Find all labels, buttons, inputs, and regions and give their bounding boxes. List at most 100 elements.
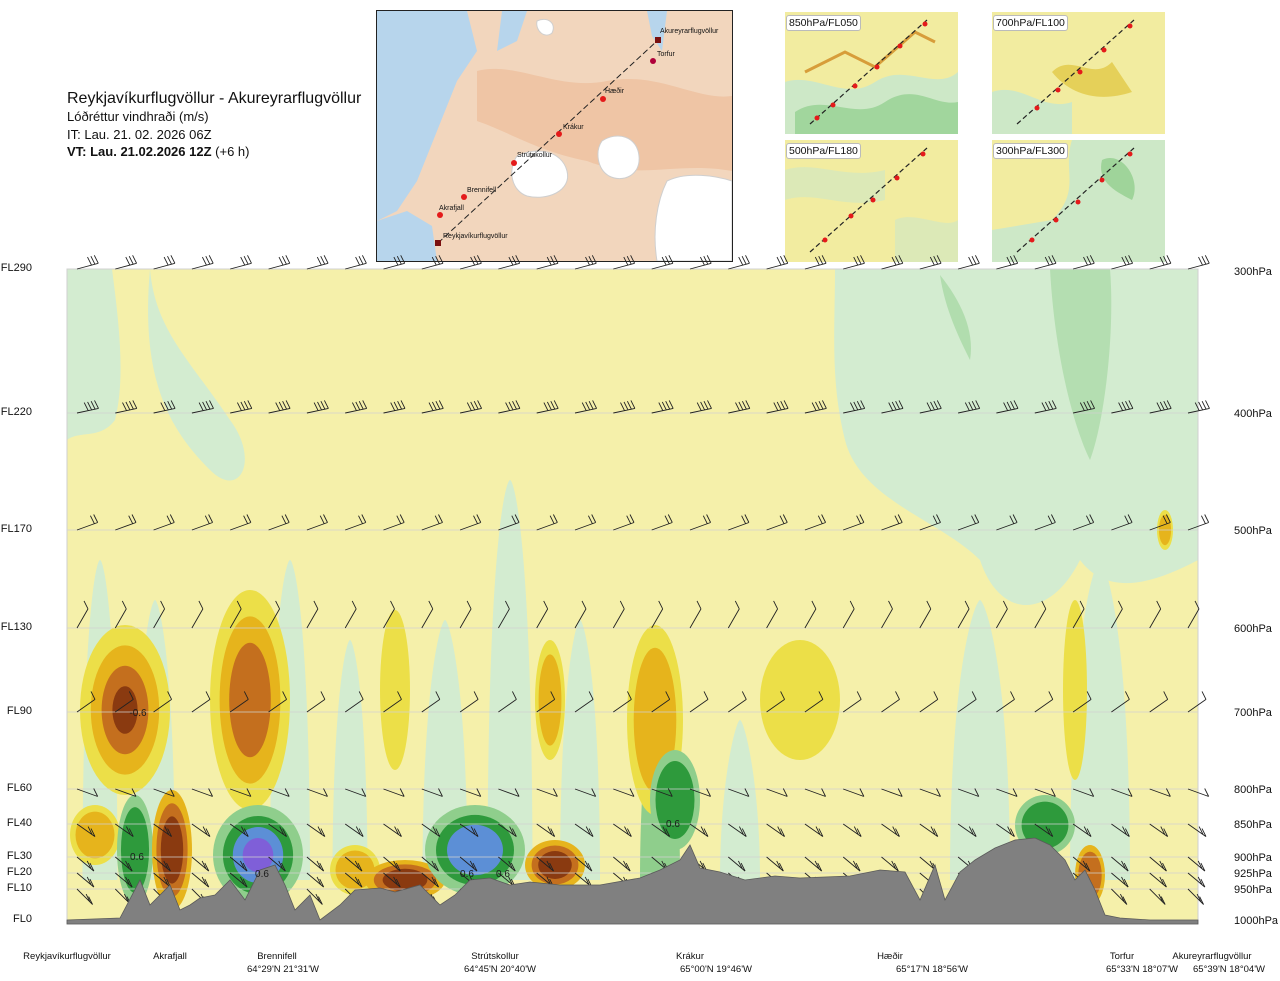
- flight-level-label: FL0: [13, 913, 32, 925]
- ascent-column-8: [720, 720, 760, 880]
- barb-row-5: [76, 788, 1210, 797]
- lowlevel-cell-4-1: [335, 850, 375, 890]
- lowlevel-cell-1-1: [120, 807, 150, 893]
- route-title: Reykjavíkurflugvöllur - Akureyrarflugvöl…: [67, 90, 362, 107]
- descent-lobe-1-2: [229, 642, 271, 758]
- place-coordinate: 64°45'N 20°40'W: [464, 964, 536, 975]
- contour-labels: -0.6 0.6 0.6 0.6 0.6 0.6: [129, 708, 680, 880]
- panel-700-label: 700hPa/FL100: [993, 15, 1068, 31]
- place-label: Torfur: [1109, 951, 1135, 962]
- panel-850-label: 850hPa/FL050: [786, 15, 861, 31]
- pressure-level-label: 1000hPa: [1234, 915, 1279, 927]
- ascent-column-10: [1070, 560, 1130, 880]
- ascent-upper-left: [67, 269, 121, 440]
- contour-label-5: 0.6: [666, 819, 680, 830]
- valid-time: VT: Lau. 21.02.2026 12Z (+6 h): [67, 144, 249, 159]
- contour-label-3: 0.6: [460, 869, 474, 880]
- pressure-level-label: 950hPa: [1234, 884, 1272, 896]
- route-map: Akureyrarflugvöllur Torfur Hæðir Krákur …: [376, 10, 733, 262]
- flight-level-label: FL130: [0, 621, 32, 633]
- flight-level-label: FL30: [6, 850, 32, 862]
- terrain-profile: [66, 837, 1199, 925]
- plot-top: [0, 0, 1280, 269]
- place-coordinate: 65°17'N 18°56'W: [896, 964, 968, 975]
- panel-500: 500hPa/FL180: [785, 140, 958, 262]
- descent-lobe-3-1: [538, 654, 562, 746]
- map-waypoint-7: Reykjavíkurflugvöllur: [443, 233, 508, 240]
- lead-time: (+6 h): [215, 144, 250, 159]
- place-label: Akureyrarflugvöllur: [1172, 951, 1252, 962]
- flight-level-label: FL60: [6, 782, 32, 794]
- map-waypoint-6: Akrafjall: [439, 205, 464, 212]
- panel-300: 300hPa/FL300: [992, 140, 1165, 262]
- place-label: Akrafjall: [153, 951, 187, 962]
- ascent-column-3: [332, 640, 368, 880]
- pressure-level-label: 700hPa: [1234, 707, 1272, 719]
- pressure-level-label: 925hPa: [1234, 868, 1272, 880]
- barb-row-0: [76, 255, 1210, 270]
- map-waypoint-3: Krákur: [563, 124, 584, 131]
- pressure-level-label: 850hPa: [1234, 819, 1272, 831]
- map-waypoint-0: Akureyrarflugvöllur: [660, 28, 719, 35]
- pressure-level-label: 600hPa: [1234, 623, 1272, 635]
- map-waypoint-1: Torfur: [657, 51, 675, 58]
- pressure-level-label: 400hPa: [1234, 408, 1272, 420]
- flight-level-label: FL220: [0, 406, 32, 418]
- map-waypoint-4: Strútskollur: [517, 152, 553, 159]
- flight-level-label: FL90: [6, 705, 32, 717]
- lowlevel-cell-0-1: [75, 811, 115, 859]
- barb-row-3: [76, 600, 1200, 629]
- barb-row-6: [76, 823, 1207, 837]
- valid-time-value: VT: Lau. 21.02.2026 12Z: [67, 144, 212, 159]
- pressure-level-label: 800hPa: [1234, 784, 1272, 796]
- map-waypoint-2: Hæðir: [605, 88, 625, 95]
- ascent-column-9: [950, 600, 1010, 880]
- lowlevel-cell-9-1: [1021, 801, 1069, 849]
- contour-label-0: -0.6: [129, 708, 147, 719]
- vertical-velocity-field: [0, 0, 1280, 925]
- place-label: Brennifell: [257, 951, 297, 962]
- ascent-column-5: [487, 480, 533, 880]
- map-waypoint-5: Brennifell: [467, 187, 497, 194]
- pressure-level-label: 500hPa: [1234, 525, 1272, 537]
- flight-level-label: FL20: [6, 866, 32, 878]
- place-coordinate: 64°29'N 21°31'W: [247, 964, 319, 975]
- ascent-upper-right-core2: [940, 275, 971, 360]
- contour-label-1: 0.6: [130, 852, 144, 863]
- descent-lobe-2-0: [380, 610, 410, 770]
- barb-row-1: [76, 400, 1210, 414]
- panel-500-label: 500hPa/FL180: [786, 143, 861, 159]
- terrain-area: [66, 837, 1199, 925]
- barb-row-4: [76, 691, 1207, 713]
- ascent-upper-right: [834, 269, 1198, 605]
- lowlevel-cell-6-2: [447, 824, 503, 876]
- barb-row-2: [76, 514, 1210, 531]
- panel-300-label: 300hPa/FL300: [993, 143, 1068, 159]
- ascent-column-6: [560, 620, 600, 880]
- place-label: Reykjavíkurflugvöllur: [23, 951, 111, 962]
- place-coordinate: 65°39'N 18°04'W: [1193, 964, 1265, 975]
- lowlevel-cell-3-3: [242, 838, 274, 872]
- pressure-level-label: 300hPa: [1234, 266, 1272, 278]
- parameter-label: Lóðréttur vindhraði (m/s): [67, 109, 209, 124]
- lowlevel-cell-2-2: [160, 816, 184, 884]
- descent-lobe-6-0: [1063, 600, 1087, 780]
- ascent-upper-right-core: [1050, 269, 1112, 460]
- place-label: Krákur: [676, 951, 704, 962]
- map-waypoint-markers: [435, 37, 661, 246]
- descent-lobe-0-3: [112, 686, 138, 734]
- panel-850: 850hPa/FL050: [785, 12, 958, 134]
- flight-level-label: FL290: [0, 262, 32, 274]
- ascent-upper-2: [148, 269, 245, 481]
- flight-level-label: FL170: [0, 523, 32, 535]
- lowlevel-cell-5-2: [382, 868, 428, 892]
- place-label: Hæðir: [877, 951, 903, 962]
- issue-time: IT: Lau. 21. 02. 2026 06Z: [67, 127, 212, 142]
- contour-label-4: 0.6: [496, 869, 510, 880]
- panel-700: 700hPa/FL100: [992, 12, 1165, 134]
- flight-level-label: FL40: [6, 817, 32, 829]
- lowlevel-cell-7-2: [538, 851, 572, 879]
- pressure-level-label: 900hPa: [1234, 852, 1272, 864]
- descent-lobe-5-0: [760, 640, 840, 760]
